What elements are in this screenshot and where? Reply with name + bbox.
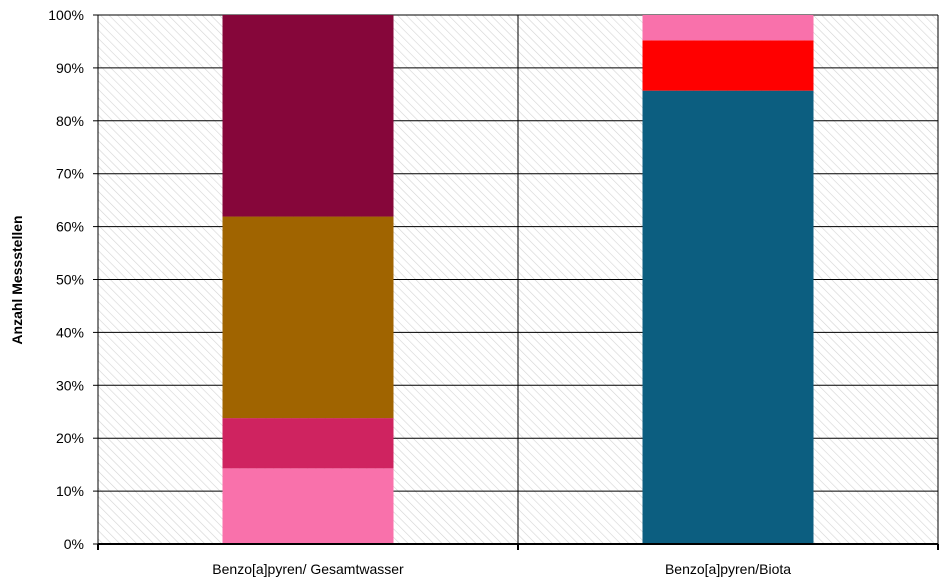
y-tick-label: 30% — [56, 377, 84, 393]
y-axis-label: Anzahl Messstellen — [9, 215, 25, 344]
x-tick-labels: Benzo[a]pyren/ Gesamtwasser Benzo[a]pyren… — [212, 561, 791, 577]
y-tick-label: 10% — [56, 483, 84, 499]
bar-segment — [222, 15, 394, 217]
y-tick-label: 90% — [56, 60, 84, 76]
bars — [222, 15, 814, 544]
y-tick-label: 70% — [56, 166, 84, 182]
bar-segment — [222, 216, 394, 419]
y-tick-label: 60% — [56, 219, 84, 235]
bar-segment — [642, 15, 814, 41]
x-tick-label: Benzo[a]pyren/ Gesamtwasser — [212, 561, 404, 577]
y-tick-label: 40% — [56, 324, 84, 340]
bar-segment — [222, 468, 394, 544]
y-tick-label: 100% — [48, 7, 84, 23]
x-tick-label: Benzo[a]pyren/Biota — [665, 561, 791, 577]
bar-segment — [642, 40, 814, 91]
y-tick-label: 20% — [56, 430, 84, 446]
y-tick-label: 50% — [56, 272, 84, 288]
bar-segment — [222, 418, 394, 469]
y-tick-labels: 0% 10% 20% 30% 40% 50% 60% 70% 80% 90% 100% — [48, 7, 84, 552]
y-tick-label: 0% — [64, 536, 84, 552]
y-tick-label: 80% — [56, 113, 84, 129]
axes — [93, 14, 939, 550]
bar-segment — [642, 90, 814, 544]
